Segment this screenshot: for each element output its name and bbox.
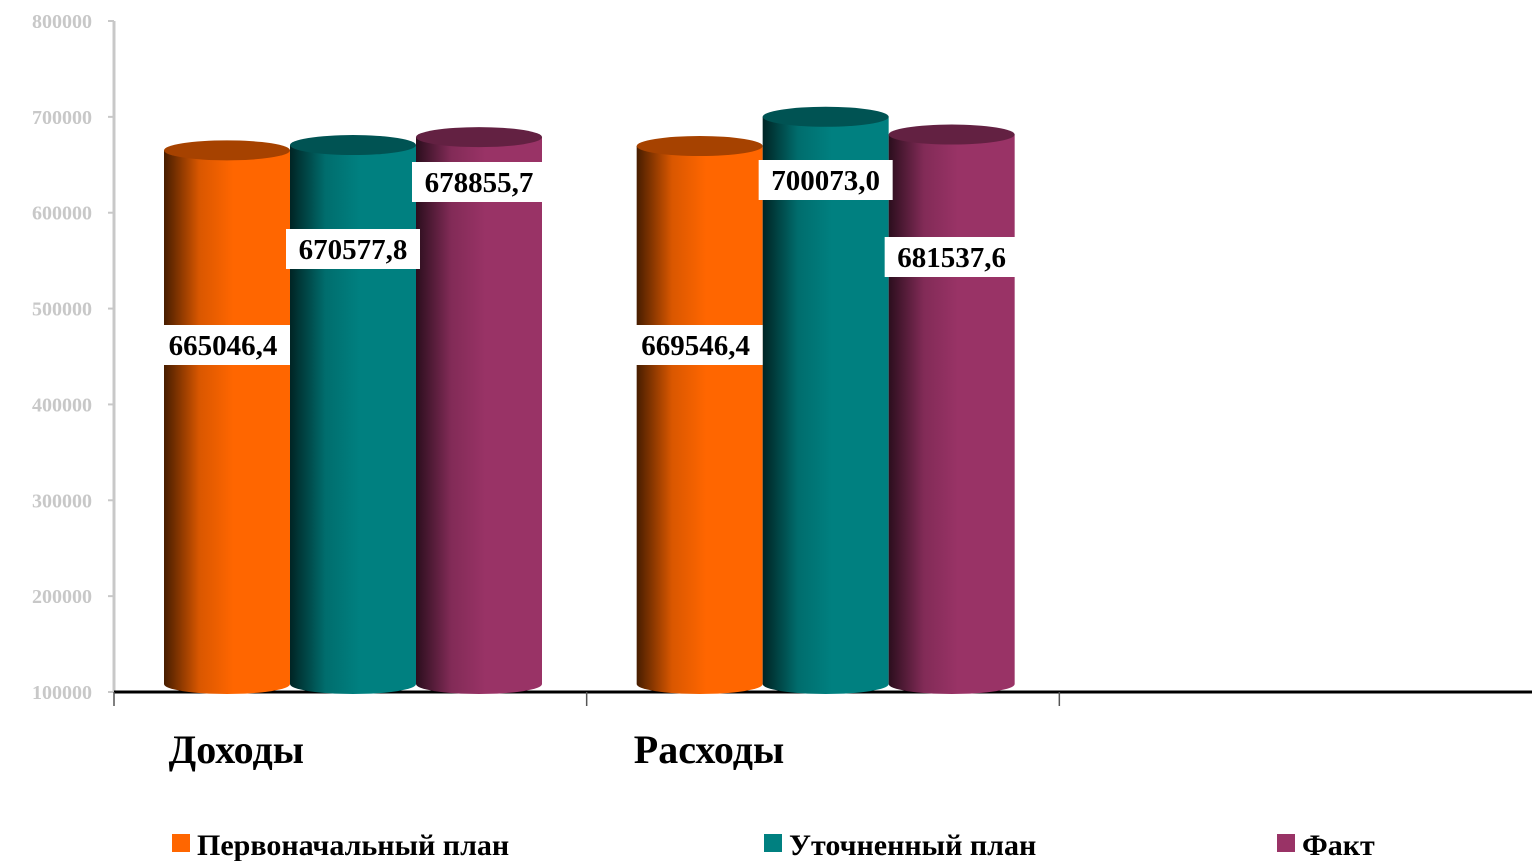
data-label: 700073,0 (771, 165, 880, 197)
category-label: Расходы (634, 727, 784, 772)
y-tick-label: 500000 (32, 299, 92, 321)
legend: Первоначальный план Уточненный план Факт (172, 829, 1375, 862)
data-label: 678855,7 (425, 167, 534, 199)
bar-top (164, 140, 290, 161)
y-tick-label: 400000 (32, 394, 92, 416)
bar-2-1 (636, 136, 763, 695)
legend-label: Факт (1302, 829, 1375, 861)
data-label-box (412, 162, 546, 202)
legend-swatch (1277, 834, 1295, 852)
data-label-box (884, 237, 1019, 277)
bar-body (636, 146, 763, 695)
y-tick-label: 700000 (32, 107, 92, 129)
bar-top (636, 136, 763, 157)
data-label-box (286, 229, 420, 269)
bar-body (290, 145, 416, 694)
bar-top (416, 127, 542, 148)
legend-label: Первоначальный план (197, 829, 509, 861)
category-label: Доходы (169, 727, 304, 772)
data-label-box (156, 325, 290, 365)
legend-swatch (764, 834, 782, 852)
bar-top (888, 124, 1015, 145)
bar-1-1 (164, 140, 290, 694)
legend-label: Уточненный план (789, 829, 1036, 861)
data-label-box (628, 325, 763, 365)
y-tick-label: 200000 (32, 586, 92, 608)
bar-top (762, 106, 889, 127)
y-tick-label: 100000 (32, 682, 92, 704)
y-tick-label: 600000 (32, 203, 92, 225)
bar-1-2 (290, 135, 416, 694)
data-label: 665046,4 (169, 330, 278, 362)
data-labels-layer: 665046,4 670577,8 678855,7 669546,4 700073,0… (156, 160, 1019, 365)
bar-body (888, 134, 1015, 694)
data-label: 681537,6 (897, 242, 1006, 274)
legend-swatch (172, 834, 190, 852)
y-tick-label: 800000 (32, 11, 92, 33)
bar-1-3 (416, 127, 542, 694)
bar-body (762, 116, 889, 694)
bar-body (164, 150, 290, 694)
data-label: 670577,8 (299, 234, 408, 266)
bar-2-3 (888, 124, 1015, 694)
bar-2-2 (762, 106, 889, 694)
y-tick-label: 300000 (32, 490, 92, 512)
bar-top (290, 135, 416, 156)
data-label-box (758, 160, 893, 200)
bar-body (416, 137, 542, 694)
data-label: 669546,4 (641, 330, 750, 362)
